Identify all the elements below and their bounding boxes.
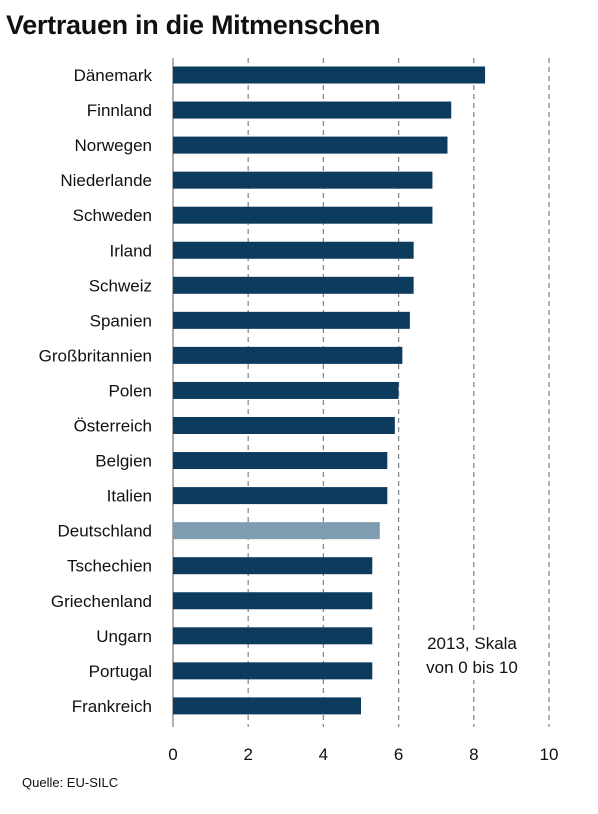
category-label: Dänemark — [74, 66, 153, 85]
category-label: Italien — [107, 487, 152, 506]
category-label: Polen — [109, 381, 152, 400]
bar-tschechien — [173, 557, 373, 575]
bar-frankreich — [173, 697, 361, 715]
bar-dänemark — [173, 66, 486, 84]
x-tick-label: 0 — [168, 745, 177, 764]
chart-note: 2013, Skala von 0 bis 10 — [402, 632, 542, 680]
category-label: Deutschland — [57, 522, 152, 541]
bar-ungarn — [173, 627, 373, 645]
bar-schweden — [173, 206, 433, 224]
bar-finnland — [173, 101, 452, 119]
category-label: Finnland — [87, 101, 152, 120]
x-tick-labels: 0 2 4 6 8 10 — [168, 745, 558, 764]
category-label: Irland — [109, 241, 152, 260]
bar-deutschland — [173, 522, 380, 540]
bar-italien — [173, 487, 388, 505]
bar-polen — [173, 381, 399, 399]
category-label: Niederlande — [60, 171, 152, 190]
bar-norwegen — [173, 136, 448, 154]
chart-title: Vertrauen in die Mitmenschen — [6, 10, 381, 40]
source-note: Quelle: EU-SILC — [22, 775, 119, 790]
category-label: Österreich — [74, 417, 152, 436]
bar-griechenland — [173, 592, 373, 610]
category-labels: Dänemark Finnland Norwegen Niederlande Schwe… — [39, 66, 153, 716]
category-label: Spanien — [90, 311, 152, 330]
x-tick-label: 6 — [394, 745, 403, 764]
bar-großbritannien — [173, 346, 403, 364]
bar-niederlande — [173, 171, 433, 189]
x-tick-label: 2 — [243, 745, 252, 764]
category-label: Griechenland — [51, 592, 152, 611]
bar-belgien — [173, 452, 388, 470]
x-tick-label: 10 — [540, 745, 559, 764]
bar-österreich — [173, 417, 395, 434]
bar-irland — [173, 241, 414, 259]
x-tick-label: 8 — [469, 745, 478, 764]
category-label: Belgien — [95, 452, 152, 471]
category-label: Norwegen — [75, 136, 153, 155]
bars — [173, 66, 486, 715]
category-label: Schweiz — [89, 276, 152, 295]
bar-schweiz — [173, 276, 414, 294]
category-label: Ungarn — [96, 627, 152, 646]
category-label: Schweden — [73, 206, 152, 225]
category-label: Frankreich — [72, 697, 152, 716]
x-tick-label: 4 — [319, 745, 328, 764]
bar-portugal — [173, 662, 373, 680]
category-label: Großbritannien — [39, 346, 152, 365]
note-line-1: 2013, Skala — [427, 634, 517, 653]
category-label: Tschechien — [67, 557, 152, 576]
bar-spanien — [173, 311, 410, 329]
category-label: Portugal — [89, 662, 152, 681]
note-line-2: von 0 bis 10 — [426, 658, 518, 677]
